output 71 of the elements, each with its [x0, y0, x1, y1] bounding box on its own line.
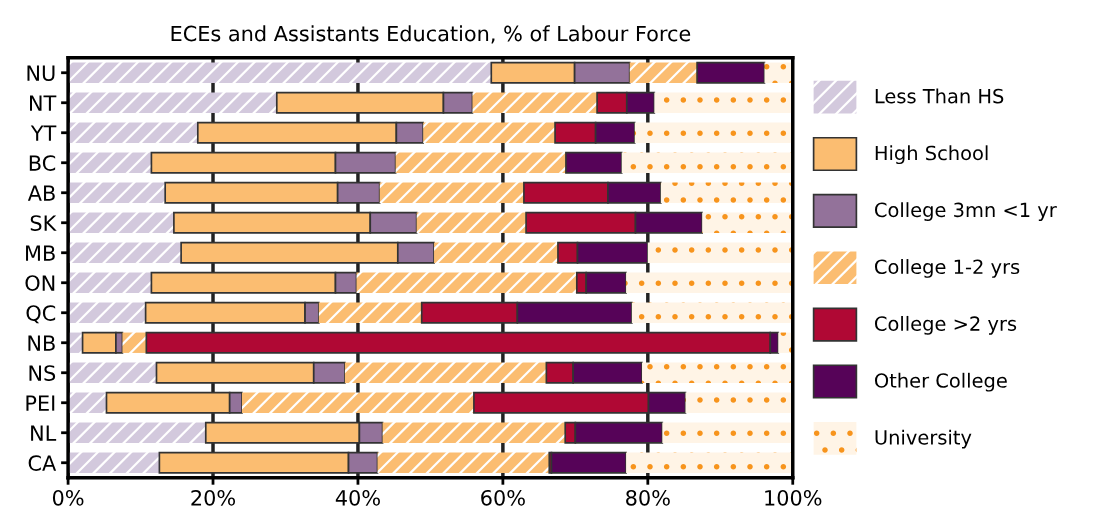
legend-label: College 1-2 yrs [874, 259, 1020, 278]
bar [68, 452, 160, 473]
bar [647, 242, 793, 263]
bar [68, 152, 152, 173]
legend-label: Less Than HS [875, 88, 1004, 104]
bar [344, 362, 547, 383]
bar [68, 122, 198, 143]
y-tick-label: PEI [26, 395, 55, 411]
bar [68, 212, 174, 233]
legend-label: High School [875, 145, 988, 165]
y-tick-label: NS [29, 365, 56, 381]
x-tick-label: 60% [481, 489, 525, 506]
y-tick-label: BC [29, 155, 56, 171]
bar [660, 182, 793, 203]
y-tick-label: NB [28, 335, 55, 351]
legend-label: Other College [874, 372, 1007, 392]
bar [565, 151, 623, 174]
bar [68, 182, 166, 203]
bar [68, 362, 157, 383]
x-tick-label: 20% [191, 489, 236, 506]
bar [377, 452, 550, 473]
bar [634, 122, 793, 143]
bar [68, 242, 182, 263]
bar [416, 212, 527, 233]
x-tick-label: 100% [765, 489, 822, 506]
legend-label: College 3mn <1 yr [874, 202, 1057, 221]
bar [662, 422, 793, 443]
bar [621, 152, 793, 173]
y-tick-label: CA [28, 455, 57, 471]
x-tick-label: 40% [335, 489, 380, 506]
bar [68, 422, 206, 443]
bar [472, 92, 598, 113]
bar [68, 302, 146, 323]
x-tick-label: 0% [52, 489, 84, 506]
bar [68, 392, 107, 413]
legend-label: University [875, 429, 972, 449]
bar [68, 62, 492, 83]
bar [550, 451, 627, 474]
y-tick-label: ON [25, 275, 55, 291]
bar [318, 302, 422, 323]
legend-label: College >2 yrs [874, 315, 1017, 335]
bar [764, 62, 793, 83]
y-tick-label: MB [26, 245, 55, 261]
bar [68, 272, 152, 293]
bar [631, 302, 793, 323]
bar [423, 122, 556, 143]
bar [654, 92, 793, 113]
bar [382, 422, 566, 443]
bar [356, 272, 577, 293]
bar [629, 62, 698, 83]
y-tick-label: SK [30, 215, 57, 231]
bar [379, 182, 524, 203]
bar [626, 272, 793, 293]
y-tick-label: NT [30, 95, 57, 111]
bar [434, 242, 558, 263]
y-tick-label: YT [30, 125, 57, 141]
bar [242, 392, 474, 413]
y-tick-label: AB [27, 185, 55, 201]
y-tick-label: NU [27, 65, 55, 81]
bar [122, 332, 147, 353]
chart-title: ECEs and Assistants Education, % of Labour Force [171, 25, 691, 44]
bar [642, 362, 793, 383]
bar [696, 61, 766, 84]
x-tick-label: 80% [626, 489, 670, 506]
bar [626, 452, 793, 473]
bar [702, 212, 793, 233]
y-tick-label: NL [31, 425, 57, 441]
bar [395, 152, 566, 173]
bar [685, 392, 793, 413]
y-tick-label: QC [26, 305, 56, 324]
bar [68, 92, 277, 113]
